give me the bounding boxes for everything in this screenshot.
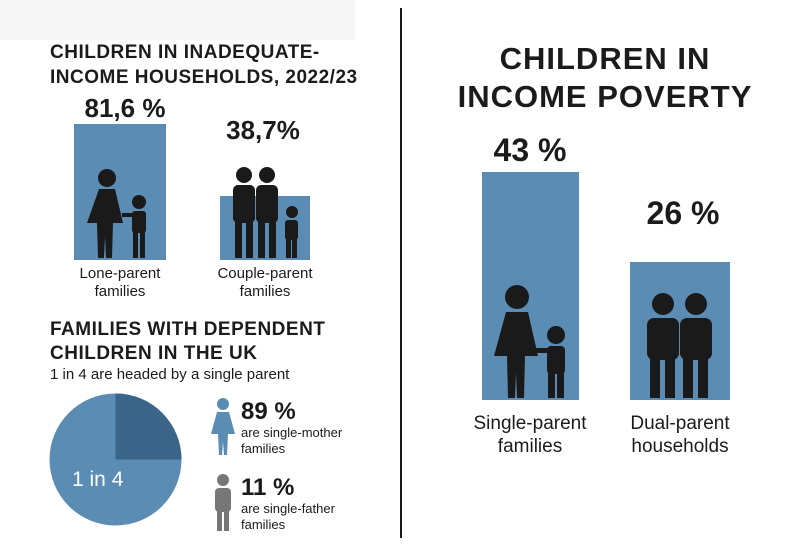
father-stat-text: are single-father families <box>241 501 335 533</box>
couple-parent-value-label: 38,7% <box>226 115 300 145</box>
families-title: FAMILIES WITH DEPENDENT CHILDREN IN THE … <box>50 318 325 366</box>
father-stat-line2: families <box>241 517 286 532</box>
mother-stat-value: 89 % <box>241 398 296 425</box>
mother-stat-line1: are single-mother <box>241 425 343 440</box>
families-title-line2: CHILDREN IN THE UK <box>50 343 258 364</box>
single-mother-icon <box>211 398 235 455</box>
single-parent-bar <box>482 172 579 400</box>
lone-parent-bar <box>74 124 166 260</box>
left-title-line2: INCOME HOUSEHOLDS, 2022/23 <box>50 67 358 88</box>
lone-parent-value-label: 81,6 % <box>84 93 166 123</box>
single-father-icon <box>215 474 231 531</box>
left-chart-title: CHILDREN IN INADEQUATE- INCOME HOUSEHOLD… <box>50 40 358 90</box>
father-stat-line1: are single-father <box>241 501 335 516</box>
mother-stat-line2: families <box>241 441 286 456</box>
couple-parent-caption-line1: Couple-parent <box>217 265 313 282</box>
families-title-line1: FAMILIES WITH DEPENDENT <box>50 319 326 340</box>
single-parent-caption-line2: families <box>497 436 563 457</box>
left-title-line1: CHILDREN IN INADEQUATE- <box>50 42 320 63</box>
dual-parent-value-label: 26 % <box>646 195 720 231</box>
families-subtitle: 1 in 4 are headed by a single parent <box>50 366 290 383</box>
father-stat-value: 11 % <box>241 474 295 501</box>
right-chart-title: CHILDREN IN INCOME POVERTY <box>450 40 760 116</box>
couple-parent-bar <box>220 167 310 260</box>
mother-stat-text: are single-mother families <box>241 425 342 457</box>
dual-parent-caption: Dual-parent households <box>605 412 755 458</box>
pie-slice-single-parent <box>115 393 182 460</box>
right-title-line2: INCOME POVERTY <box>457 79 753 114</box>
single-parent-caption-line1: Single-parent <box>473 413 587 434</box>
single-parent-pie <box>49 393 182 526</box>
dual-parent-bar <box>630 262 730 400</box>
couple-parent-caption-line2: families <box>239 283 291 300</box>
vertical-divider <box>400 8 402 538</box>
mother-child-icon <box>87 169 146 258</box>
lone-parent-caption-line1: Lone-parent <box>79 265 161 282</box>
single-parent-caption: Single-parent families <box>455 412 605 458</box>
couple-parent-caption: Couple-parent families <box>200 265 330 301</box>
lone-parent-caption-line2: families <box>94 283 146 300</box>
mother-child-icon <box>494 285 565 398</box>
dual-parent-caption-line2: households <box>631 436 729 457</box>
title-background <box>0 0 355 40</box>
right-title-line1: CHILDREN IN <box>499 41 711 76</box>
pie-label: 1 in 4 <box>72 468 124 491</box>
two-parents-icon <box>647 292 712 398</box>
single-parent-value-label: 43 % <box>493 132 567 168</box>
dual-parent-caption-line1: Dual-parent <box>630 413 730 434</box>
two-parents-child-icon <box>233 167 298 258</box>
lone-parent-caption: Lone-parent families <box>55 265 185 301</box>
